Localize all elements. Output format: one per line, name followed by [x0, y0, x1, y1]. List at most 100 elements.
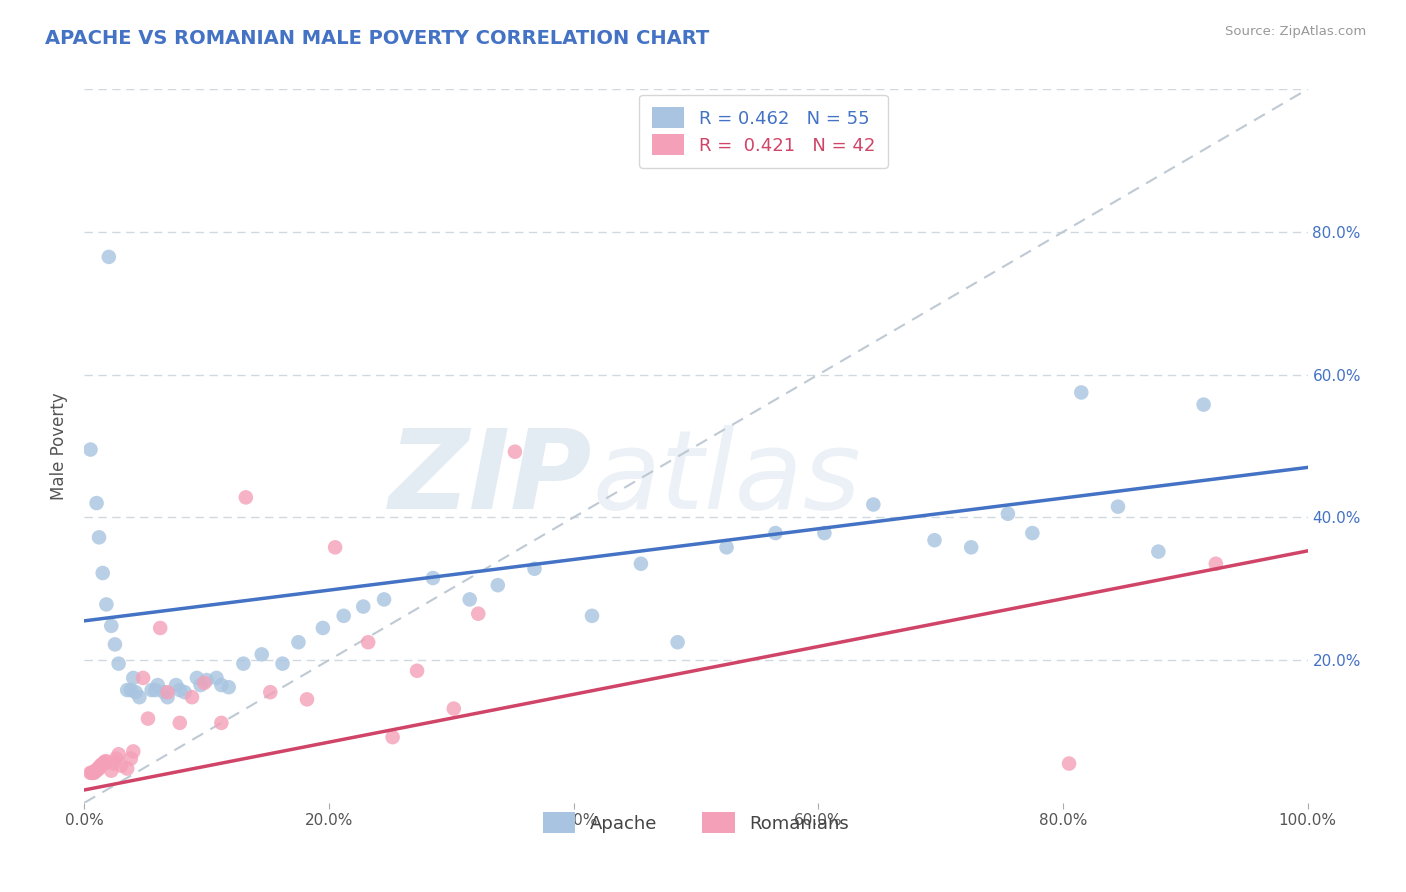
- Point: [87, 762, 110, 776]
- Point: [630, 557, 652, 571]
- Point: [503, 444, 526, 458]
- Point: [120, 751, 142, 765]
- Point: [97, 250, 120, 264]
- Point: [105, 751, 128, 765]
- Point: [107, 657, 129, 671]
- Point: [332, 608, 354, 623]
- Point: [91, 756, 114, 771]
- Point: [381, 730, 404, 744]
- Point: [100, 619, 122, 633]
- Point: [295, 692, 318, 706]
- Text: APACHE VS ROMANIAN MALE POVERTY CORRELATION CHART: APACHE VS ROMANIAN MALE POVERTY CORRELAT…: [45, 29, 709, 48]
- Point: [458, 592, 481, 607]
- Point: [186, 671, 208, 685]
- Point: [104, 637, 127, 651]
- Text: atlas: atlas: [592, 425, 860, 532]
- Text: ZIP: ZIP: [388, 425, 592, 532]
- Point: [156, 685, 179, 699]
- Point: [581, 608, 603, 623]
- Point: [132, 671, 155, 685]
- Point: [1147, 544, 1170, 558]
- Point: [235, 491, 257, 505]
- Point: [209, 715, 232, 730]
- Point: [443, 701, 465, 715]
- Point: [250, 648, 273, 662]
- Point: [93, 756, 115, 771]
- Point: [82, 765, 104, 780]
- Point: [79, 765, 101, 780]
- Point: [146, 678, 169, 692]
- Point: [94, 755, 117, 769]
- Point: [181, 690, 204, 705]
- Point: [107, 747, 129, 762]
- Point: [1107, 500, 1129, 514]
- Point: [103, 756, 125, 771]
- Point: [125, 685, 148, 699]
- Point: [169, 683, 191, 698]
- Point: [87, 762, 110, 776]
- Point: [195, 673, 218, 687]
- Point: [122, 671, 145, 685]
- Point: [666, 635, 689, 649]
- Point: [232, 657, 254, 671]
- Point: [813, 526, 835, 541]
- Point: [271, 657, 294, 671]
- Point: [122, 744, 145, 758]
- Point: [83, 765, 105, 780]
- Point: [89, 758, 111, 772]
- Point: [205, 671, 228, 685]
- Point: [1070, 385, 1092, 400]
- Point: [997, 507, 1019, 521]
- Point: [96, 598, 118, 612]
- Point: [96, 755, 118, 769]
- Point: [149, 621, 172, 635]
- Point: [193, 676, 215, 690]
- Point: [86, 764, 108, 778]
- Point: [90, 758, 112, 772]
- Point: [209, 678, 232, 692]
- Point: [406, 664, 429, 678]
- Point: [80, 765, 103, 780]
- Point: [120, 683, 142, 698]
- Point: [115, 683, 138, 698]
- Point: [141, 683, 163, 698]
- Point: [91, 566, 114, 580]
- Point: [128, 690, 150, 705]
- Point: [153, 685, 176, 699]
- Point: [87, 530, 110, 544]
- Point: [1205, 557, 1227, 571]
- Point: [352, 599, 374, 614]
- Point: [1057, 756, 1080, 771]
- Point: [357, 635, 380, 649]
- Point: [862, 498, 884, 512]
- Point: [960, 541, 983, 555]
- Point: [86, 496, 108, 510]
- Point: [467, 607, 489, 621]
- Point: [218, 680, 240, 694]
- Point: [312, 621, 335, 635]
- Point: [1021, 526, 1043, 541]
- Point: [79, 442, 101, 457]
- Point: [259, 685, 281, 699]
- Point: [190, 678, 212, 692]
- Point: [323, 541, 346, 555]
- Point: [100, 764, 122, 778]
- Point: [165, 678, 187, 692]
- Point: [924, 533, 946, 548]
- Point: [143, 683, 166, 698]
- Point: [115, 762, 138, 776]
- Point: [716, 541, 738, 555]
- Point: [110, 758, 132, 772]
- Point: [486, 578, 509, 592]
- Point: [422, 571, 444, 585]
- Point: [523, 562, 546, 576]
- Point: [136, 712, 159, 726]
- Point: [169, 715, 191, 730]
- Point: [287, 635, 309, 649]
- Y-axis label: Male Poverty: Male Poverty: [51, 392, 69, 500]
- Point: [1192, 398, 1215, 412]
- Point: [173, 685, 195, 699]
- Point: [84, 764, 107, 778]
- Text: Source: ZipAtlas.com: Source: ZipAtlas.com: [1226, 25, 1367, 38]
- Point: [765, 526, 787, 541]
